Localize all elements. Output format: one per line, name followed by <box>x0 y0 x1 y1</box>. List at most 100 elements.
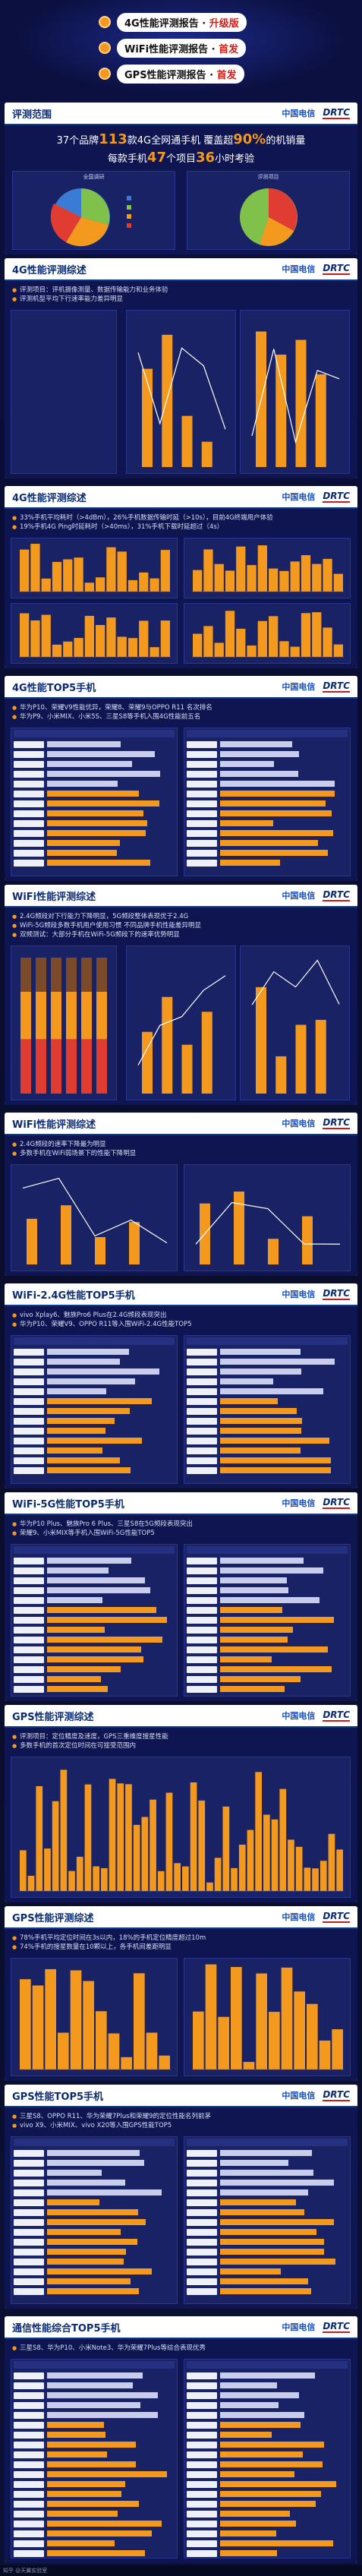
score-bar <box>47 2150 140 2156</box>
chart-bar <box>203 626 213 657</box>
drtc-logo: DRTC <box>323 1117 350 1129</box>
brand-logo <box>14 810 44 817</box>
brand-logo <box>14 2500 44 2508</box>
brand-logo <box>187 2268 217 2275</box>
brand-logo <box>14 2149 44 2157</box>
table-row <box>187 1436 348 1445</box>
table-row <box>14 829 175 838</box>
bullet-list: 三星S8、OPPO R11、华为荣耀7Plus和荣耀9的定位性能名列前茅vivo… <box>12 2112 350 2130</box>
pie-chart-2 <box>240 188 297 246</box>
score-bar <box>47 860 150 866</box>
chart-panel <box>11 1958 178 2076</box>
score-bar <box>220 2481 337 2487</box>
chart-bar <box>193 570 203 592</box>
table-row <box>187 2237 348 2246</box>
section-title: GPS性能TOP5手机 <box>12 2091 104 2103</box>
bullet-list: 评测项目：定位精度及速度，GPS三重维度搜星性能多数手机的首次定位时间在可接受范… <box>12 1732 350 1750</box>
score-bar <box>220 1666 332 1672</box>
score-bar <box>220 2249 324 2255</box>
chart-bar <box>74 638 83 657</box>
score-bar <box>220 1627 293 1633</box>
chart-bar <box>319 2040 331 2069</box>
score-bar <box>47 1418 115 1424</box>
table-row <box>14 1446 175 1455</box>
table-row <box>14 1426 175 1435</box>
chart-bar <box>271 1819 279 1891</box>
table-row <box>187 2277 348 2286</box>
chart-bar <box>193 633 203 657</box>
bullet-item: 78%手机平均定位时间在3s以内，18%的手机定位精度超过10m <box>12 1934 350 1943</box>
brand-logo <box>187 839 217 847</box>
score-bar <box>220 761 274 767</box>
chart-bar <box>32 1985 44 2069</box>
score-bar <box>220 791 335 797</box>
table-row <box>14 1586 175 1595</box>
brand-logo <box>187 1586 217 1594</box>
brand-logo <box>187 2451 217 2458</box>
table-row <box>14 1625 175 1634</box>
brand-logo <box>187 1665 217 1673</box>
table-row <box>14 2267 175 2276</box>
china-telecom-logo: 中国电信 <box>282 1290 316 1299</box>
table-row <box>14 1645 175 1654</box>
score-bar <box>47 1607 157 1613</box>
table-header <box>187 1546 348 1554</box>
china-telecom-logo: 中国电信 <box>282 1711 316 1721</box>
table-row <box>14 848 175 857</box>
brand-logo <box>14 750 44 758</box>
score-bar <box>220 2382 278 2388</box>
ranking-table <box>11 2359 178 2559</box>
score-bar <box>220 741 293 747</box>
table-row <box>187 819 348 828</box>
chart-bar <box>27 1218 37 1264</box>
chart-bar <box>157 1870 165 1891</box>
chart-bar <box>257 620 267 657</box>
brand-logo <box>187 2500 217 2508</box>
chart-bar <box>51 958 61 992</box>
chart-bar <box>60 1769 68 1891</box>
table-row <box>187 1357 348 1366</box>
chart-bar <box>96 577 105 592</box>
score-bar <box>220 1597 320 1603</box>
bullet-item: 2.4G频段的速率下降最为明显 <box>12 1140 350 1149</box>
brand-logo <box>187 780 217 788</box>
brand-logo <box>187 1457 217 1464</box>
table-row <box>14 1576 175 1585</box>
brand-logo <box>14 2228 44 2236</box>
chart-bar <box>74 557 83 592</box>
section-title: WiFi-5G性能TOP5手机 <box>12 1498 124 1511</box>
score-bar <box>220 751 300 757</box>
chart-panel <box>184 538 351 598</box>
brand-logo <box>187 2530 217 2537</box>
chart-bar <box>205 1964 217 2069</box>
brand-logo <box>187 1368 217 1375</box>
chart-bar <box>214 564 224 592</box>
chart-bar <box>96 624 105 657</box>
brand-logo <box>187 2391 217 2399</box>
chart-line <box>137 347 226 430</box>
section-title: 4G性能评测综述 <box>12 492 87 504</box>
score-bar <box>47 761 133 767</box>
table-row <box>14 2529 175 2538</box>
chart-bar <box>295 1024 307 1094</box>
table-row <box>187 2460 348 2469</box>
table-row <box>187 1377 348 1386</box>
chart-line <box>251 959 340 1005</box>
score-bar <box>220 2521 297 2527</box>
hero-item-wifi: WiFi性能评测报告 · 首发 <box>99 38 247 58</box>
china-telecom-logo: 中国电信 <box>282 109 316 118</box>
table-row <box>14 2287 175 2296</box>
chart-bar <box>295 339 307 467</box>
table-row <box>187 1615 348 1624</box>
brand-logo <box>187 2461 217 2468</box>
score-bar <box>47 2268 152 2275</box>
chart-bar <box>302 1216 313 1264</box>
score-bar <box>220 2229 317 2235</box>
brand-logo <box>187 2490 217 2498</box>
chart-bar <box>20 1039 31 1094</box>
bullet-list: 33%手机平均耗时（>4dBm），26%手机数据传输时延（>10s），目前4G终… <box>12 513 350 532</box>
table-row <box>14 2489 175 2499</box>
drtc-logo: DRTC <box>323 263 350 275</box>
pie-panel-2: 评测项目 <box>187 171 350 250</box>
chart-bar <box>66 1039 77 1094</box>
